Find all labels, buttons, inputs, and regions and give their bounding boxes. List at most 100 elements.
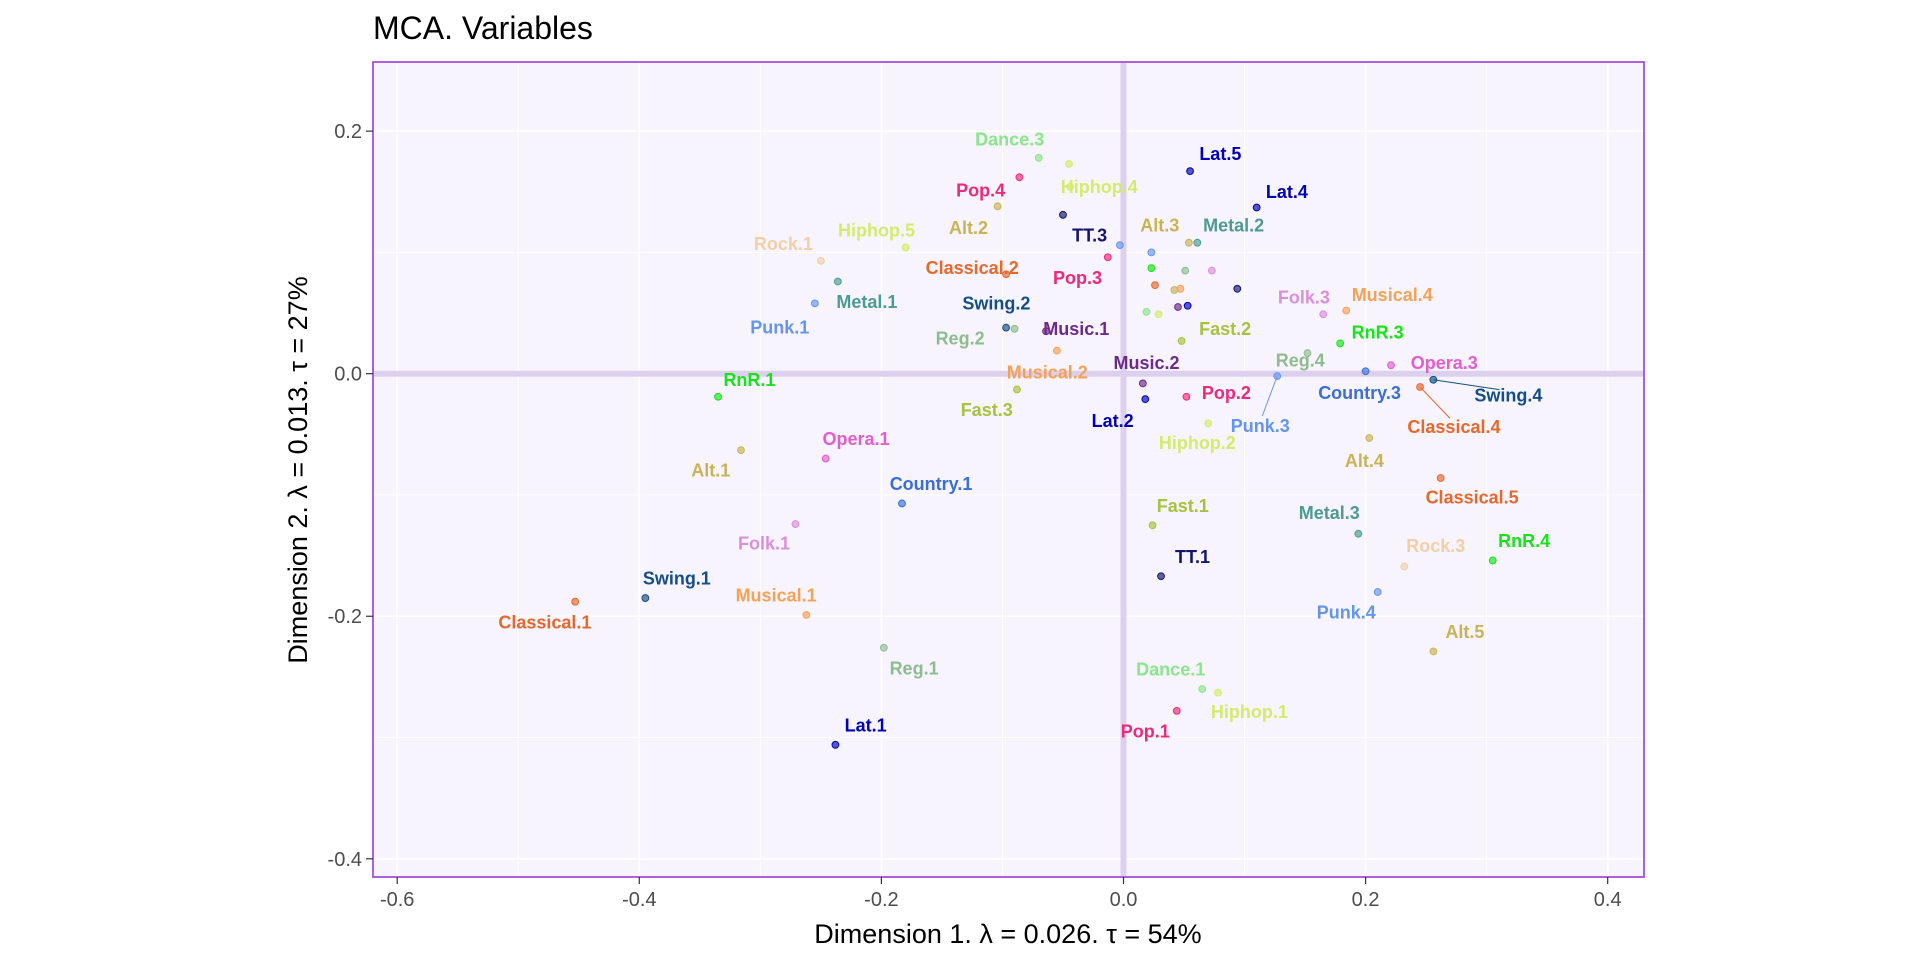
label-pop-1: Pop.1 [1121,721,1170,741]
label-metal-1: Metal.1 [836,292,897,312]
label-rnr-3: RnR.3 [1352,322,1404,342]
label-hiphop-4: Hiphop.4 [1061,177,1138,197]
unlabeled-point [1115,241,1124,250]
label-musical-2: Musical.2 [1007,362,1088,382]
label-rock-3: Rock.3 [1406,536,1465,556]
point-alt-2 [993,202,1002,211]
point-alt-5 [1429,647,1438,656]
unlabeled-point [1147,264,1156,273]
point-tt-1 [1157,572,1165,581]
label-leader-lines [1261,375,1500,419]
point-pop-2 [1182,392,1191,401]
label-alt-4: Alt.4 [1345,451,1384,471]
label-fast-2: Fast.2 [1199,319,1251,339]
label-rnr-4: RnR.4 [1498,531,1550,551]
unlabeled-point [1142,307,1151,316]
label-punk-3: Punk.3 [1231,416,1290,436]
point-classical-1 [571,597,580,606]
label-lat-2: Lat.2 [1092,411,1134,431]
unlabeled-point [1174,303,1182,311]
label-fast-3: Fast.3 [961,400,1013,420]
point-metal-3 [1354,529,1363,538]
label-swing-4: Swing.4 [1474,386,1542,406]
label-classical-5: Classical.5 [1426,487,1519,507]
label-opera-1: Opera.1 [822,429,889,449]
y-axis: -0.4 -0.2 0.0 0.2 [328,121,373,871]
label-lat-4: Lat.4 [1266,182,1308,202]
point-lat-5 [1186,167,1194,176]
point-rock-3 [1400,562,1409,571]
point-punk-4 [1373,588,1382,596]
unlabeled-point [1176,284,1185,293]
label-lat-5: Lat.5 [1199,144,1241,164]
point-fast-3 [1013,385,1021,394]
point-lat-4 [1252,203,1261,212]
label-reg-4: Reg.4 [1276,350,1325,370]
point-folk-1 [791,520,800,528]
y-tick-label: 0.0 [334,364,362,386]
unlabeled-point [1151,281,1159,290]
label-music-1: Music.1 [1043,319,1109,339]
x-tick-label: -0.4 [622,889,656,911]
point-alt-1 [737,446,745,454]
label-lat-1: Lat.1 [845,715,887,735]
unlabeled-point [1147,248,1156,257]
unlabeled-point [1233,284,1242,293]
unlabeled-point [1181,266,1190,275]
x-tick-label: 0.4 [1594,889,1622,911]
point-hiphop-2 [1204,419,1213,428]
point-reg-4 [1303,349,1312,357]
label-dance-1: Dance.1 [1136,660,1205,680]
point-music-1 [1042,327,1050,336]
label-alt-1: Alt.1 [691,461,730,481]
label-folk-3: Folk.3 [1278,287,1330,307]
label-rnr-1: RnR.1 [723,370,775,390]
label-tt-3: TT.3 [1072,225,1107,245]
label-classical-4: Classical.4 [1407,417,1500,437]
point-classical-4 [1416,383,1424,391]
point-classical-2 [1002,270,1010,279]
label-pop-2: Pop.2 [1202,383,1251,403]
point-pop-3 [1103,253,1112,262]
point-fast-2 [1177,337,1186,345]
labels-layer: Dance.3 Lat.5 Pop.4 Lat.4 Hiphop.4 Alt.2 TT.3 A… [498,130,1550,742]
unlabeled-point [1183,301,1192,310]
panel-border [372,61,1645,878]
point-metal-1 [833,277,842,286]
x-axis: -0.6 -0.4 -0.2 0.0 0.2 0.4 [380,877,1622,911]
grid-lines [373,62,1644,877]
point-swing-1 [641,594,650,602]
point-hiphop-5 [901,243,910,252]
point-folk-3 [1319,310,1328,319]
point-dance-1 [1198,685,1207,693]
point-rnr-4 [1488,556,1497,565]
plot-panel [373,62,1644,877]
label-metal-2: Metal.2 [1203,216,1264,236]
point-swing-4 [1429,375,1438,384]
label-musical-4: Musical.4 [1352,285,1433,305]
point-lat-2 [1141,395,1150,404]
point-country-3 [1361,367,1370,376]
point-hiphop-4 [1065,159,1073,168]
label-music-2: Music.2 [1113,353,1179,373]
label-country-3: Country.3 [1318,383,1401,403]
x-tick-label: -0.6 [380,889,414,911]
point-rnr-1 [714,392,722,401]
points-layer [571,153,1497,749]
point-punk-1 [810,299,819,308]
label-hiphop-1: Hiphop.1 [1211,702,1288,722]
point-rock-1 [816,256,825,265]
point-rnr-3 [1336,339,1345,348]
x-tick-label: 0.2 [1352,889,1380,911]
point-reg-1 [879,643,888,652]
point-pop-1 [1172,706,1181,715]
label-musical-1: Musical.1 [736,586,817,606]
label-alt-3: Alt.3 [1140,216,1179,236]
chart-title: MCA. Variables [373,10,593,46]
y-tick-label: 0.2 [334,121,362,143]
leader-classical-4 [1419,386,1451,419]
point-alt-3 [1184,238,1193,247]
y-tick-label: -0.4 [328,849,362,871]
point-opera-1 [821,454,830,463]
point-musical-4 [1342,306,1351,315]
